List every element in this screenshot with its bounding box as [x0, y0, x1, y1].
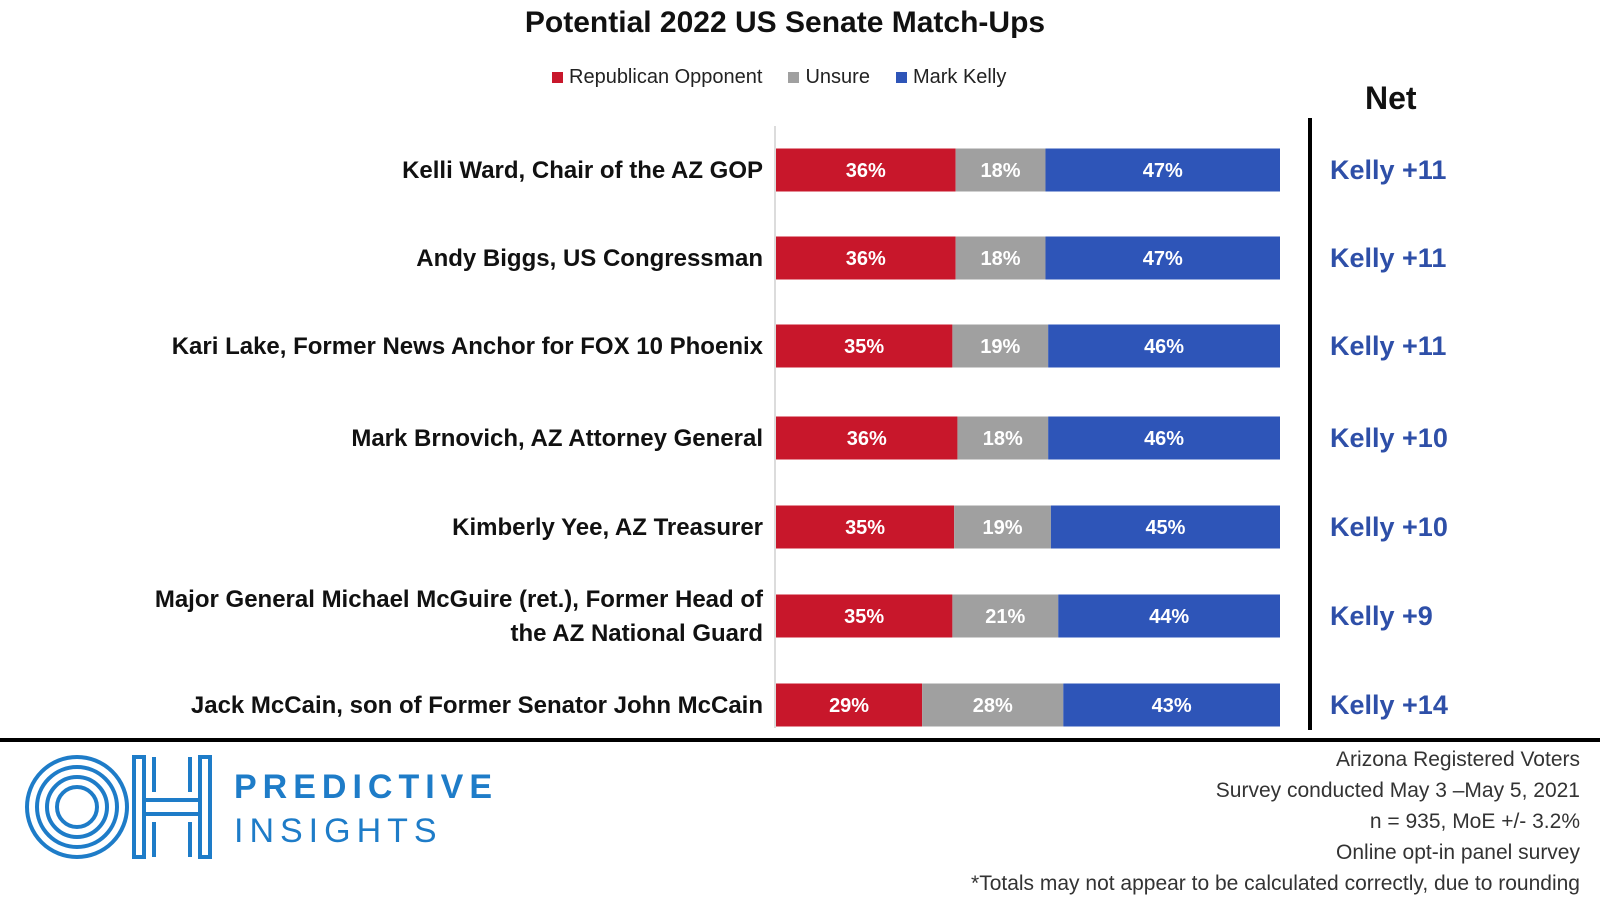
net-label-0: Kelly +11	[1330, 155, 1446, 185]
bar-republican-5	[776, 594, 953, 638]
bar-unsure-1	[955, 236, 1046, 280]
legend-label-republican: Republican Opponent	[569, 66, 763, 88]
net-label-4: Kelly +10	[1330, 512, 1448, 542]
category-label-6: Jack McCain, son of Former Senator John …	[191, 692, 763, 719]
footnote-rounding: *Totals may not appear to be calculated …	[971, 872, 1580, 895]
net-label-6: Kelly +14	[1330, 690, 1448, 720]
bar-unsure-3	[957, 416, 1049, 460]
bar-unsure-2	[952, 324, 1049, 368]
legend-swatch-unsure	[788, 72, 800, 83]
bar-kelly-1	[1045, 236, 1280, 280]
bar-unsure-0	[955, 148, 1046, 192]
data-label-republican-0: 36%	[846, 160, 886, 182]
bar-unsure-6	[922, 683, 1064, 727]
bar-kelly-0	[1045, 148, 1280, 192]
data-label-unsure-3: 18%	[983, 428, 1023, 450]
chart-title: Potential 2022 US Senate Match-Ups	[524, 6, 1046, 39]
bar-republican-2	[776, 324, 953, 368]
legend-item-republican: Republican Opponent	[552, 66, 762, 89]
data-label-unsure-6: 28%	[973, 695, 1013, 717]
footnote-population: Arizona Registered Voters	[1336, 748, 1580, 771]
data-label-unsure-1: 18%	[981, 248, 1021, 270]
category-label-3: Mark Brnovich, AZ Attorney General	[351, 425, 763, 452]
data-label-republican-5: 35%	[844, 606, 884, 628]
category-label-2: Kari Lake, Former News Anchor for FOX 10…	[172, 333, 764, 360]
data-label-kelly-6: 43%	[1152, 695, 1192, 717]
data-label-republican-6: 29%	[829, 695, 869, 717]
category-label-4: Kimberly Yee, AZ Treasurer	[452, 514, 763, 541]
data-label-republican-4: 35%	[845, 517, 885, 539]
bar-kelly-2	[1048, 324, 1280, 368]
data-label-republican-3: 36%	[847, 428, 887, 450]
footnote-dates: Survey conducted May 3 –May 5, 2021	[1215, 779, 1580, 802]
bar-unsure-4	[954, 505, 1051, 549]
data-label-unsure-0: 18%	[981, 160, 1021, 182]
bottom-divider	[0, 738, 1600, 742]
oh-monogram-icon	[25, 755, 212, 859]
footnote-method: Online opt-in panel survey	[1336, 841, 1580, 864]
bar-kelly-3	[1048, 416, 1280, 460]
data-label-kelly-2: 46%	[1144, 336, 1184, 358]
bar-republican-4	[776, 505, 955, 549]
legend-item-unsure: Unsure	[788, 66, 870, 89]
data-label-unsure-2: 19%	[980, 336, 1020, 358]
logo-wordmark-insights: INSIGHTS	[234, 812, 443, 850]
data-label-unsure-4: 19%	[983, 517, 1023, 539]
net-header: Net	[1365, 80, 1417, 116]
category-label-1: Andy Biggs, US Congressman	[416, 245, 763, 272]
footnote-sample: n = 935, MoE +/- 3.2%	[1369, 810, 1580, 833]
legend-swatch-republican	[552, 72, 563, 83]
net-label-5: Kelly +9	[1330, 601, 1433, 631]
legend-swatch-kelly	[895, 72, 907, 83]
data-label-republican-2: 35%	[844, 336, 884, 358]
data-label-kelly-4: 45%	[1145, 517, 1185, 539]
bar-unsure-5	[952, 594, 1059, 638]
net-label-3: Kelly +10	[1330, 423, 1448, 453]
bar-republican-3	[776, 416, 958, 460]
data-label-kelly-1: 47%	[1143, 248, 1183, 270]
category-label-0: Kelli Ward, Chair of the AZ GOP	[402, 157, 763, 184]
bar-republican-6	[776, 683, 923, 727]
chart-legend: Republican Opponent Unsure Mark Kelly	[552, 66, 1006, 89]
net-label-2: Kelly +11	[1330, 331, 1446, 361]
bar-kelly-4	[1050, 505, 1280, 549]
data-label-republican-1: 36%	[846, 248, 886, 270]
bar-kelly-6	[1063, 683, 1280, 727]
stacked-bar-chart: 36% 18% 47% Kelli Ward, Chair of the AZ GOP…	[155, 118, 1448, 730]
legend-label-unsure: Unsure	[805, 66, 870, 88]
data-label-unsure-5: 21%	[985, 606, 1025, 628]
category-label-5: the AZ National Guard	[511, 620, 763, 647]
data-label-kelly-3: 46%	[1144, 428, 1184, 450]
data-label-kelly-0: 47%	[1143, 160, 1183, 182]
data-label-kelly-5: 44%	[1149, 606, 1189, 628]
footnotes: Arizona Registered Voters Survey conduct…	[971, 744, 1580, 899]
bar-republican-0	[776, 148, 956, 192]
bar-republican-1	[776, 236, 956, 280]
category-label-5: Major General Michael McGuire (ret.), Fo…	[155, 586, 764, 613]
logo-wordmark-predictive: PREDICTIVE	[234, 768, 499, 806]
bar-kelly-5	[1058, 594, 1280, 638]
net-label-1: Kelly +11	[1330, 243, 1446, 273]
legend-item-kelly: Mark Kelly	[895, 66, 1007, 89]
legend-label-kelly: Mark Kelly	[912, 66, 1007, 88]
